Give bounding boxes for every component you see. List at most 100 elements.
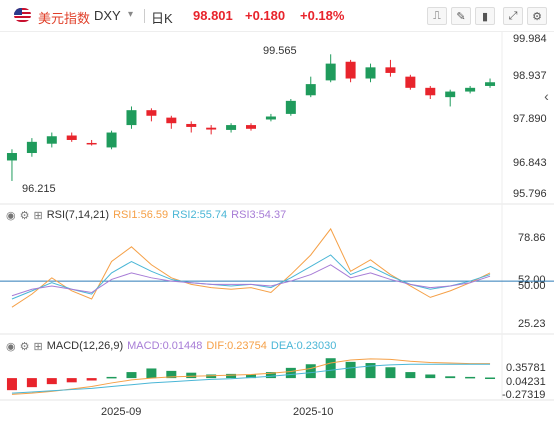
- macd-bar: [305, 364, 316, 379]
- candle-body: [126, 110, 137, 126]
- indicator-menu-icon[interactable]: ⊞: [33, 340, 43, 353]
- macd-bar: [345, 361, 356, 379]
- fullscreen-icon[interactable]: ⤢: [503, 7, 523, 25]
- macd-tick: 0.35781: [506, 362, 546, 374]
- dea-value: DEA:0.23030: [270, 340, 337, 352]
- collapse-arrow-icon[interactable]: ‹: [544, 88, 549, 104]
- macd-bar: [385, 367, 396, 379]
- settings-icon[interactable]: ⚙: [527, 7, 547, 25]
- settings-icon[interactable]: ⚙: [19, 340, 30, 353]
- candle-body: [6, 153, 17, 161]
- macd-header: ◉ ⚙ ⊞ MACD(12,26,9) MACD:0.01448 DIF:0.2…: [6, 338, 340, 354]
- rsi3-value: RSI3:54.37: [231, 209, 287, 221]
- y-tick-label: 95.796: [513, 188, 547, 200]
- instrument-symbol[interactable]: DXY: [94, 8, 121, 23]
- dea-line: [11, 363, 491, 394]
- price-change: +0.180: [245, 8, 286, 23]
- macd-bar: [26, 378, 37, 388]
- pencil-icon[interactable]: ✎: [451, 7, 471, 25]
- header-bar: 美元指数 DXY ▾ 日K 98.801 +0.180 +0.18% ⎍ ✎ ▮…: [0, 0, 554, 32]
- candle-body: [106, 132, 117, 148]
- candle-body: [66, 135, 77, 140]
- rsi-label: RSI(7,14,21): [46, 209, 110, 221]
- macd-tick: -0.27319: [502, 389, 546, 401]
- candle-body: [26, 141, 37, 154]
- macd-bar: [226, 373, 237, 379]
- macd-bar: [445, 376, 456, 379]
- y-tick-label: 98.937: [513, 70, 547, 82]
- candle-body: [325, 63, 336, 81]
- candle-body: [146, 110, 157, 116]
- candle-body: [345, 61, 356, 79]
- macd-bar: [126, 372, 137, 379]
- macd-bar: [146, 368, 157, 379]
- rsi1-value: RSI1:56.59: [113, 209, 169, 221]
- candle-body: [206, 127, 217, 130]
- rsi-tick: 52.00: [518, 274, 546, 286]
- instrument-name[interactable]: 美元指数: [38, 11, 91, 26]
- price-change-percent: +0.18%: [300, 8, 345, 23]
- macd-bar: [246, 374, 256, 379]
- macd-bar: [365, 363, 376, 379]
- candle-body: [305, 84, 316, 96]
- candle-body: [166, 117, 177, 124]
- macd-label: MACD(12,26,9): [46, 340, 124, 352]
- candle-body: [226, 125, 237, 130]
- candle-body: [246, 125, 256, 129]
- rsi-header: ◉ ⚙ ⊞ RSI(7,14,21) RSI1:56.59 RSI2:55.74…: [6, 207, 290, 223]
- candle-body: [265, 116, 276, 120]
- candle-body: [86, 142, 97, 145]
- macd-value: MACD:0.01448: [127, 340, 203, 352]
- rsi-tick: 25.23: [518, 318, 546, 330]
- candle-body: [186, 123, 197, 127]
- candle-body: [385, 67, 396, 73]
- candle-body: [465, 87, 476, 92]
- rsi1-line: [11, 227, 491, 308]
- macd-bar: [86, 378, 97, 381]
- eye-icon[interactable]: ◉: [6, 209, 16, 222]
- macd-bar: [465, 376, 476, 379]
- macd-bar: [325, 358, 336, 379]
- candle-type-icon[interactable]: ▮: [475, 7, 495, 25]
- macd-bar: [425, 374, 436, 379]
- macd-bar: [106, 376, 117, 379]
- macd-bar: [485, 377, 496, 380]
- macd-tick: 0.04231: [506, 376, 546, 388]
- candle-body: [365, 67, 376, 79]
- eye-icon[interactable]: ◉: [6, 340, 16, 353]
- low-annotation: 96.215: [22, 183, 56, 195]
- rsi-tick: 50.00: [518, 280, 546, 292]
- candle-body: [485, 82, 496, 86]
- macd-bar: [206, 374, 217, 379]
- candle-body: [425, 87, 436, 96]
- rsi-tick: 78.86: [518, 232, 546, 244]
- settings-icon[interactable]: ⚙: [19, 209, 30, 222]
- last-price: 98.801: [193, 8, 233, 23]
- y-tick-label: 96.843: [513, 157, 547, 169]
- dif-line: [11, 358, 491, 395]
- candle-body: [445, 91, 456, 98]
- period-selector[interactable]: 日K: [151, 11, 173, 26]
- chevron-down-icon[interactable]: ▾: [128, 9, 134, 20]
- us-flag-icon: [14, 8, 31, 22]
- rsi3-line: [11, 264, 491, 297]
- candle-body: [405, 76, 416, 88]
- x-tick-label: 2025-09: [101, 406, 142, 418]
- y-tick-label: 97.890: [513, 113, 547, 125]
- macd-bar: [285, 367, 296, 379]
- macd-bar: [186, 372, 197, 379]
- macd-bar: [46, 378, 57, 385]
- dif-value: DIF:0.23754: [206, 340, 267, 352]
- high-annotation: 99.565: [263, 45, 297, 57]
- indicator-menu-icon[interactable]: ⊞: [33, 209, 43, 222]
- divider: [144, 9, 145, 23]
- macd-bar: [66, 378, 77, 383]
- candle-body: [285, 100, 296, 114]
- macd-bar: [265, 372, 276, 379]
- macd-bar: [6, 378, 17, 391]
- measure-icon[interactable]: ⎍: [427, 7, 447, 25]
- x-tick-label: 2025-10: [293, 406, 334, 418]
- macd-bar: [405, 372, 416, 379]
